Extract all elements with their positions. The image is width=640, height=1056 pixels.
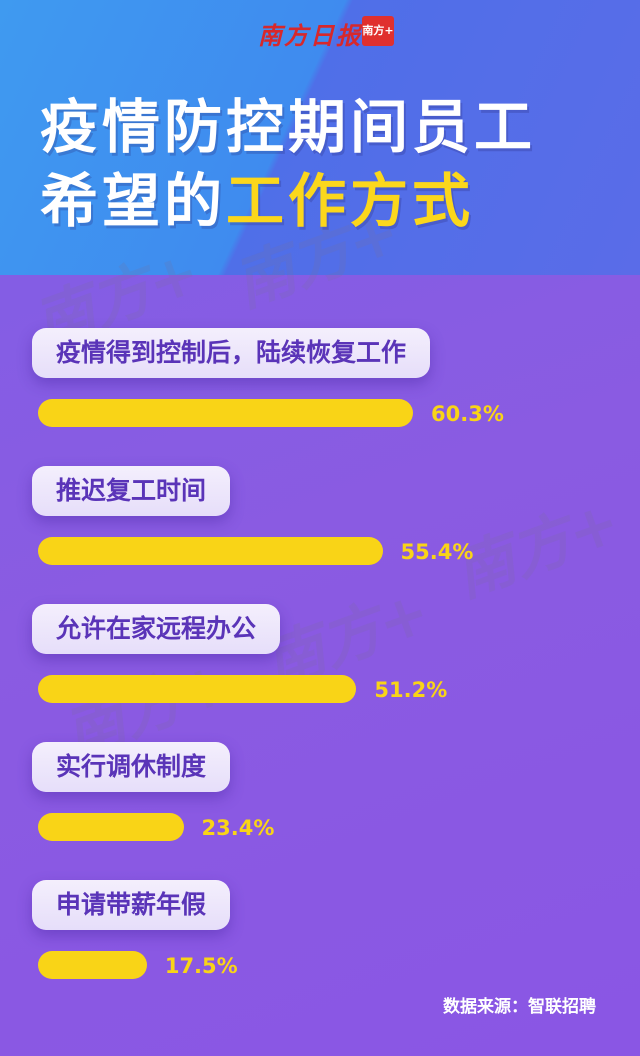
value-label: 60.3%: [431, 402, 504, 426]
value-label: 51.2%: [374, 678, 448, 702]
nanfang-plus-badge: 南方+: [362, 16, 394, 46]
page-title-line2: 希望的工作方式: [40, 166, 474, 236]
title-highlight: 工作方式: [226, 167, 475, 235]
bar: [38, 399, 413, 427]
category-label: 申请带薪年假: [32, 880, 231, 930]
title-white: 希望的: [40, 167, 227, 235]
nanfang-daily-logo: 南方日报: [258, 21, 362, 50]
category-label: 实行调休制度: [32, 742, 231, 792]
header-banner: [0, 0, 640, 275]
data-source: 数据来源：智联招聘: [443, 997, 596, 1017]
page-title-line1: 疫情防控期间员工: [40, 93, 537, 161]
bar: [38, 813, 184, 841]
value-label: 55.4%: [400, 540, 474, 564]
category-label: 疫情得到控制后，陆续恢复工作: [32, 328, 431, 378]
category-label: 允许在家远程办公: [32, 604, 281, 654]
bar: [38, 675, 357, 703]
value-label: 23.4%: [201, 816, 275, 840]
value-label: 17.5%: [164, 954, 238, 978]
bar: [38, 951, 147, 979]
category-label: 推迟复工时间: [32, 466, 231, 516]
bar: [38, 537, 383, 565]
